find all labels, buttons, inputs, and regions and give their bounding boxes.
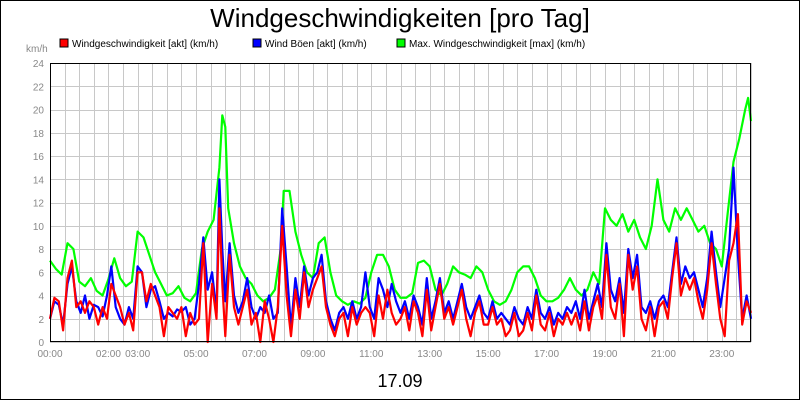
- series-line-3: [48, 207, 753, 344]
- x-tick-label: 15:00: [476, 349, 501, 360]
- x-tick-label: 17:00: [534, 349, 559, 360]
- y-tick-label: 20: [33, 106, 45, 117]
- legend-label: Windgeschwindigkeit [akt] (km/h): [72, 39, 218, 50]
- series-line-1: [49, 96, 753, 306]
- x-tick-label: 21:00: [651, 349, 676, 360]
- chart-title: Windgeschwindigkeiten [pro Tag]: [210, 3, 590, 33]
- y-tick-label: 12: [33, 199, 45, 210]
- x-tick-label: 00:00: [37, 349, 62, 360]
- y-tick-label: 0: [38, 338, 44, 349]
- y-tick-label: 2: [38, 315, 44, 326]
- y-tick-label: 14: [33, 175, 45, 186]
- legend-swatch: [396, 38, 406, 48]
- legend: Windgeschwindigkeit [akt] (km/h) Wind Böe…: [59, 38, 585, 50]
- x-tick-label: 03:00: [125, 349, 150, 360]
- x-axis-date-label: 17.09: [377, 371, 422, 391]
- x-tick-label: 02:00: [96, 349, 121, 360]
- y-tick-label: 22: [33, 82, 45, 93]
- legend-swatch: [59, 38, 69, 48]
- legend-label: Wind Böen [akt] (km/h): [265, 39, 367, 50]
- plot-border: [50, 63, 751, 342]
- x-tick-label: 11:00: [359, 349, 384, 360]
- series-layer: [48, 96, 753, 344]
- legend-swatch: [252, 38, 262, 48]
- x-tick-label: 07:00: [242, 349, 267, 360]
- x-tick-label: 19:00: [592, 349, 617, 360]
- y-tick-label: 6: [38, 268, 44, 279]
- y-axis-unit: km/h: [26, 44, 48, 55]
- y-tick-label: 8: [38, 245, 44, 256]
- x-tick-label: 09:00: [300, 349, 325, 360]
- y-tick-label: 24: [33, 59, 45, 70]
- y-tick-label: 4: [38, 292, 44, 303]
- y-tick-label: 18: [33, 129, 45, 140]
- x-tick-label: 05:00: [184, 349, 209, 360]
- legend-label: Max. Windgeschwindigkeit [max] (km/h): [409, 39, 585, 50]
- x-tick-label: 13:00: [417, 349, 442, 360]
- y-tick-label: 16: [33, 152, 45, 163]
- y-tick-label: 10: [33, 222, 45, 233]
- x-tick-label: 23:00: [709, 349, 734, 360]
- x-tick-labels: 00:00 02:00 03:00 05:00 07:00 09:00 11:00 13:00…: [37, 349, 734, 360]
- plot-area: [50, 63, 751, 342]
